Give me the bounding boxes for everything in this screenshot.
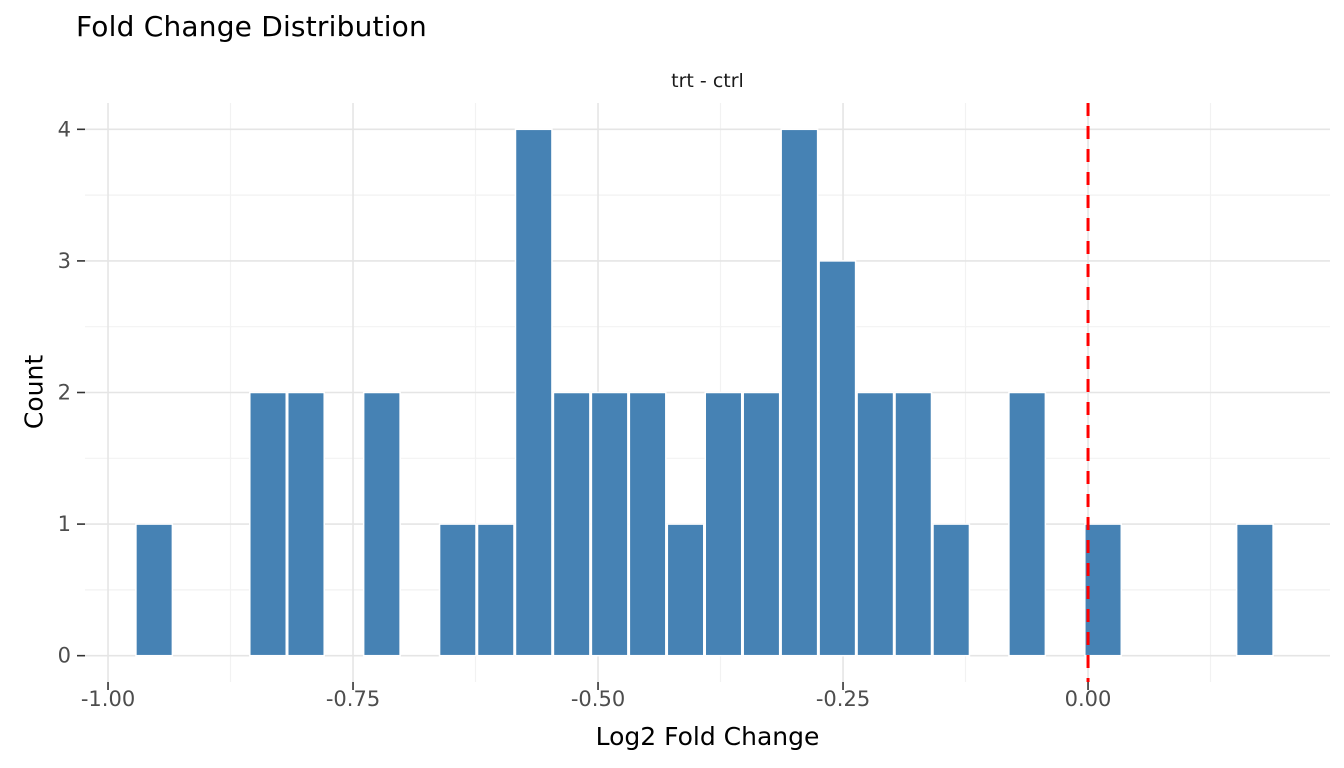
y-tick-label: 1 [58,512,71,536]
y-tick-label: 2 [58,381,71,405]
histogram-bar [438,523,477,657]
histogram-bar [362,391,401,657]
x-axis-title: Log2 Fold Change [595,722,820,751]
histogram-bar [1084,523,1123,657]
histogram-bar [666,523,705,657]
histogram-bar [742,391,781,657]
y-tick-label: 4 [58,117,71,141]
histogram-bar [590,391,629,657]
histogram-bar [552,391,591,657]
x-tick-label: -1.00 [81,687,135,711]
histogram-bar [704,391,743,657]
histogram-bar [1235,523,1274,657]
histogram-bar [476,523,515,657]
histogram-bar [286,391,325,657]
histogram-bar [135,523,174,657]
chart-title: Fold Change Distribution [76,10,427,43]
histogram-bar [780,128,819,657]
histogram-bar [249,391,287,657]
histogram-bar [818,260,857,657]
y-tick-label: 3 [58,249,71,273]
x-tick-label: -0.25 [816,687,870,711]
x-tick-label: -0.75 [326,687,380,711]
histogram-bar [856,391,895,657]
histogram-bar [628,391,667,657]
y-tick-label: 0 [58,644,71,668]
x-tick-label: 0.00 [1065,687,1112,711]
histogram-bar [514,128,553,657]
x-tick-label: -0.50 [571,687,625,711]
histogram-bar [1008,391,1047,657]
chart-subtitle: trt - ctrl [671,70,744,92]
histogram-bar [894,391,933,657]
histogram-bar [932,523,971,657]
